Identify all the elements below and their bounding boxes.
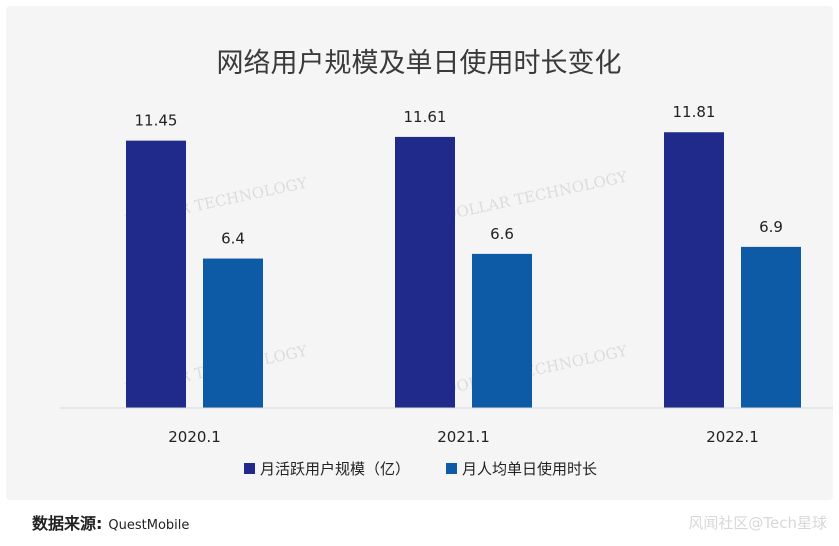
data-label-duration-2021.1: 6.6 — [490, 225, 514, 243]
legend: 月活跃用户规模（亿） 月人均单日使用时长 — [244, 460, 597, 478]
chart-panel: 网络用户规模及单日使用时长变化 DOLLAR TECHNOLOGY DOLLAR … — [6, 6, 833, 500]
x-axis-ticks: 2020.1 2021.1 2022.1 — [168, 428, 759, 446]
bar-duration-2020.1 — [203, 258, 263, 408]
watermark-text: DOLLAR TECHNOLOGY — [443, 167, 630, 223]
legend-swatch-users — [244, 463, 255, 474]
watermark-layer: DOLLAR TECHNOLOGY DOLLAR TECHNOLOGYDOLLAR… — [123, 167, 630, 397]
legend-label-duration: 月人均单日使用时长 — [462, 460, 597, 478]
bar-users-2022.1 — [664, 132, 724, 408]
bar-users-2020.1 — [126, 140, 186, 408]
bars-layer: 11.45 6.4 11.61 6.6 11.81 6.9 — [126, 103, 801, 408]
source-value: QuestMobile — [108, 518, 190, 533]
data-label-users-2021.1: 11.61 — [404, 108, 447, 126]
data-label-users-2022.1: 11.81 — [673, 103, 716, 121]
source-label: 数据来源: — [32, 514, 103, 533]
data-label-duration-2022.1: 6.9 — [759, 218, 783, 236]
x-tick-label: 2020.1 — [168, 428, 221, 446]
data-source: 数据来源: QuestMobile — [32, 510, 189, 534]
legend-swatch-duration — [446, 463, 457, 474]
data-label-users-2020.1: 11.45 — [135, 112, 178, 130]
bar-duration-2021.1 — [472, 253, 532, 408]
chart-title: 网络用户规模及单日使用时长变化 — [217, 48, 622, 79]
bar-duration-2022.1 — [741, 246, 801, 408]
data-label-duration-2020.1: 6.4 — [221, 230, 245, 248]
legend-label-users: 月活跃用户规模（亿） — [260, 460, 410, 478]
bar-users-2021.1 — [395, 136, 455, 408]
watermark-text: DOLLAR TECHNOLOGY — [443, 341, 630, 397]
x-tick-label: 2021.1 — [437, 428, 490, 446]
credit-watermark: 风闻社区@Tech星球 — [688, 514, 827, 532]
chart: 网络用户规模及单日使用时长变化 DOLLAR TECHNOLOGY DOLLAR … — [60, 48, 833, 478]
x-tick-label: 2022.1 — [706, 428, 759, 446]
